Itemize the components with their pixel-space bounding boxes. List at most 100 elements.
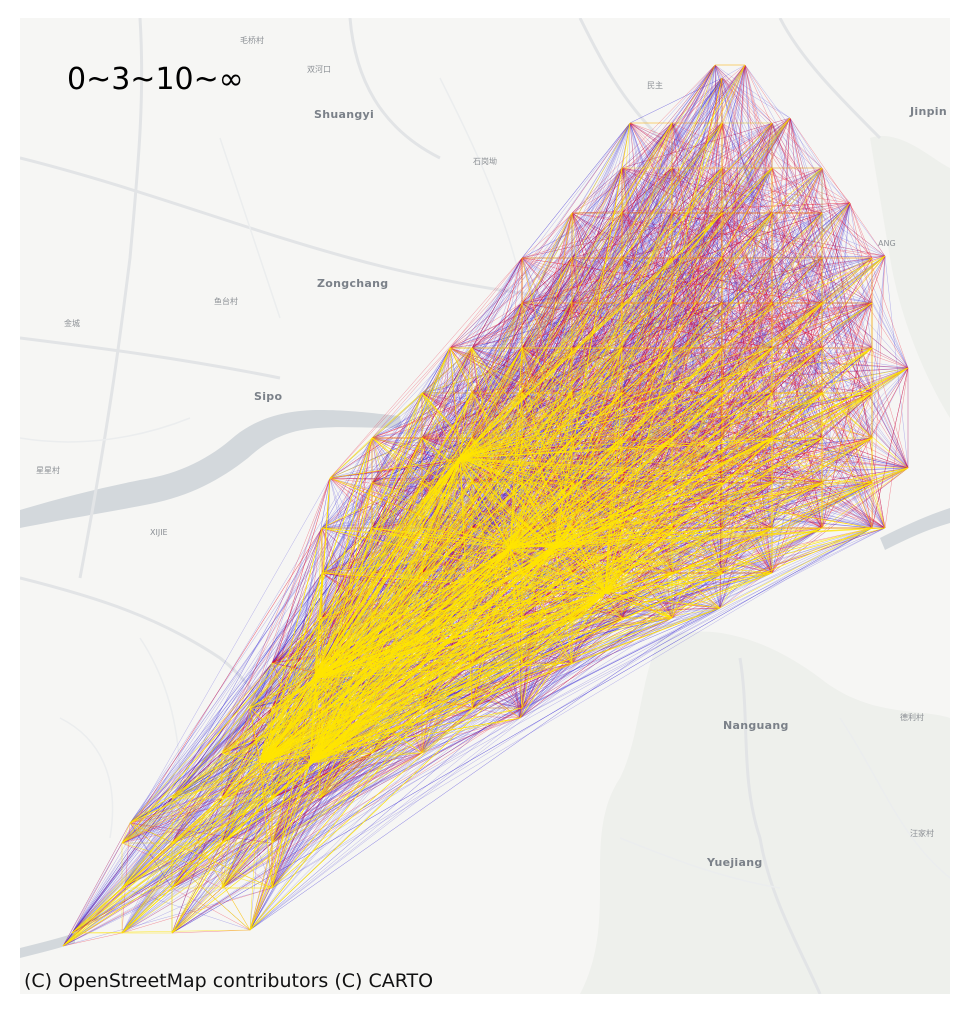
flow-line — [329, 257, 523, 479]
flow-line — [721, 77, 851, 204]
flow-line — [129, 122, 631, 824]
flow-line — [744, 64, 909, 369]
flow-line — [471, 347, 723, 394]
flow-line — [721, 122, 909, 469]
flow-line — [519, 482, 623, 719]
flow-line — [62, 887, 173, 947]
flow-line — [271, 762, 311, 844]
flow-line — [521, 64, 746, 259]
flow-line — [621, 257, 673, 304]
flow-line — [329, 212, 573, 479]
flow-line — [171, 527, 873, 934]
flow-line — [62, 762, 311, 947]
flow-line — [71, 572, 323, 934]
flow-line — [449, 302, 773, 349]
flow-line — [621, 122, 673, 169]
flow-line — [121, 367, 909, 934]
flow-line — [421, 717, 521, 754]
flow-line — [629, 122, 723, 169]
flow-line — [849, 202, 909, 369]
flow-line — [129, 617, 323, 824]
flow-line — [671, 302, 909, 469]
flow-line — [129, 662, 273, 824]
flow-line — [129, 752, 323, 824]
flow-line — [621, 117, 791, 394]
flow-line — [771, 347, 909, 369]
flow-line — [121, 482, 373, 889]
flow-line — [871, 255, 886, 259]
map-view[interactable]: Shuangyi Zongchang Sipo Nanguang Yuejian… — [20, 18, 950, 994]
flow-line — [259, 437, 573, 764]
flow-line — [271, 347, 451, 664]
flow-line — [721, 212, 773, 259]
flow-line — [329, 477, 423, 529]
flow-line — [571, 302, 623, 349]
flow-line — [71, 617, 573, 934]
flow-line — [671, 167, 909, 369]
flow-line — [719, 482, 873, 609]
flow-line — [421, 617, 573, 664]
flow-line — [259, 527, 323, 764]
flow-line — [571, 212, 886, 257]
flow-line — [521, 122, 673, 439]
flow-line — [789, 117, 823, 214]
flow-line — [571, 167, 723, 304]
flow-line — [771, 257, 823, 304]
flow-line — [459, 117, 791, 459]
flow-line — [129, 797, 223, 824]
flow-line — [884, 255, 909, 469]
flow-line — [771, 117, 791, 259]
flow-line — [71, 762, 261, 934]
flow-line — [721, 167, 773, 214]
flow-line — [519, 662, 573, 719]
flow-line — [449, 212, 823, 349]
flow-line — [744, 64, 773, 169]
flow-line — [259, 762, 321, 799]
flow-line — [471, 122, 631, 349]
flow-line — [571, 212, 723, 259]
flow-line — [249, 617, 523, 931]
flow-line — [671, 122, 823, 439]
flow-line — [629, 122, 673, 529]
park-area — [580, 631, 950, 994]
flow-line — [821, 257, 909, 469]
flow-line — [329, 457, 461, 479]
flow-line — [171, 367, 909, 844]
place-label: 金城 — [64, 318, 80, 328]
flow-line — [621, 64, 746, 394]
flow-line — [421, 367, 909, 754]
flow-line — [121, 467, 909, 934]
flow-line — [259, 572, 773, 764]
flow-line — [621, 202, 851, 304]
flow-line — [771, 167, 909, 469]
flow-line — [671, 64, 716, 124]
flow-line — [721, 64, 746, 394]
flow-line — [571, 302, 623, 349]
flow-line — [719, 302, 823, 609]
flow-line — [771, 467, 909, 574]
flow-line — [629, 122, 773, 259]
flow-line — [744, 64, 823, 394]
flow-line — [271, 607, 721, 754]
flow-line — [259, 347, 451, 764]
flow-line — [321, 347, 451, 574]
flow-line — [371, 167, 623, 484]
park-area-ne — [870, 135, 950, 418]
flow-line — [271, 752, 373, 889]
flow-line — [449, 347, 723, 484]
flow-line — [62, 887, 273, 947]
flow-line — [129, 822, 173, 889]
flow-line — [449, 347, 723, 484]
flow-line — [62, 607, 721, 947]
flow-line — [259, 392, 873, 764]
flow-line — [719, 347, 823, 609]
flow-line — [259, 437, 873, 764]
flow-line — [62, 842, 273, 947]
river-south — [20, 933, 75, 958]
flow-line — [471, 122, 631, 349]
flow-line — [671, 122, 886, 257]
flow-line — [821, 202, 851, 529]
flow-line — [259, 572, 623, 764]
flow-line — [571, 202, 851, 304]
flow-line — [249, 527, 823, 931]
